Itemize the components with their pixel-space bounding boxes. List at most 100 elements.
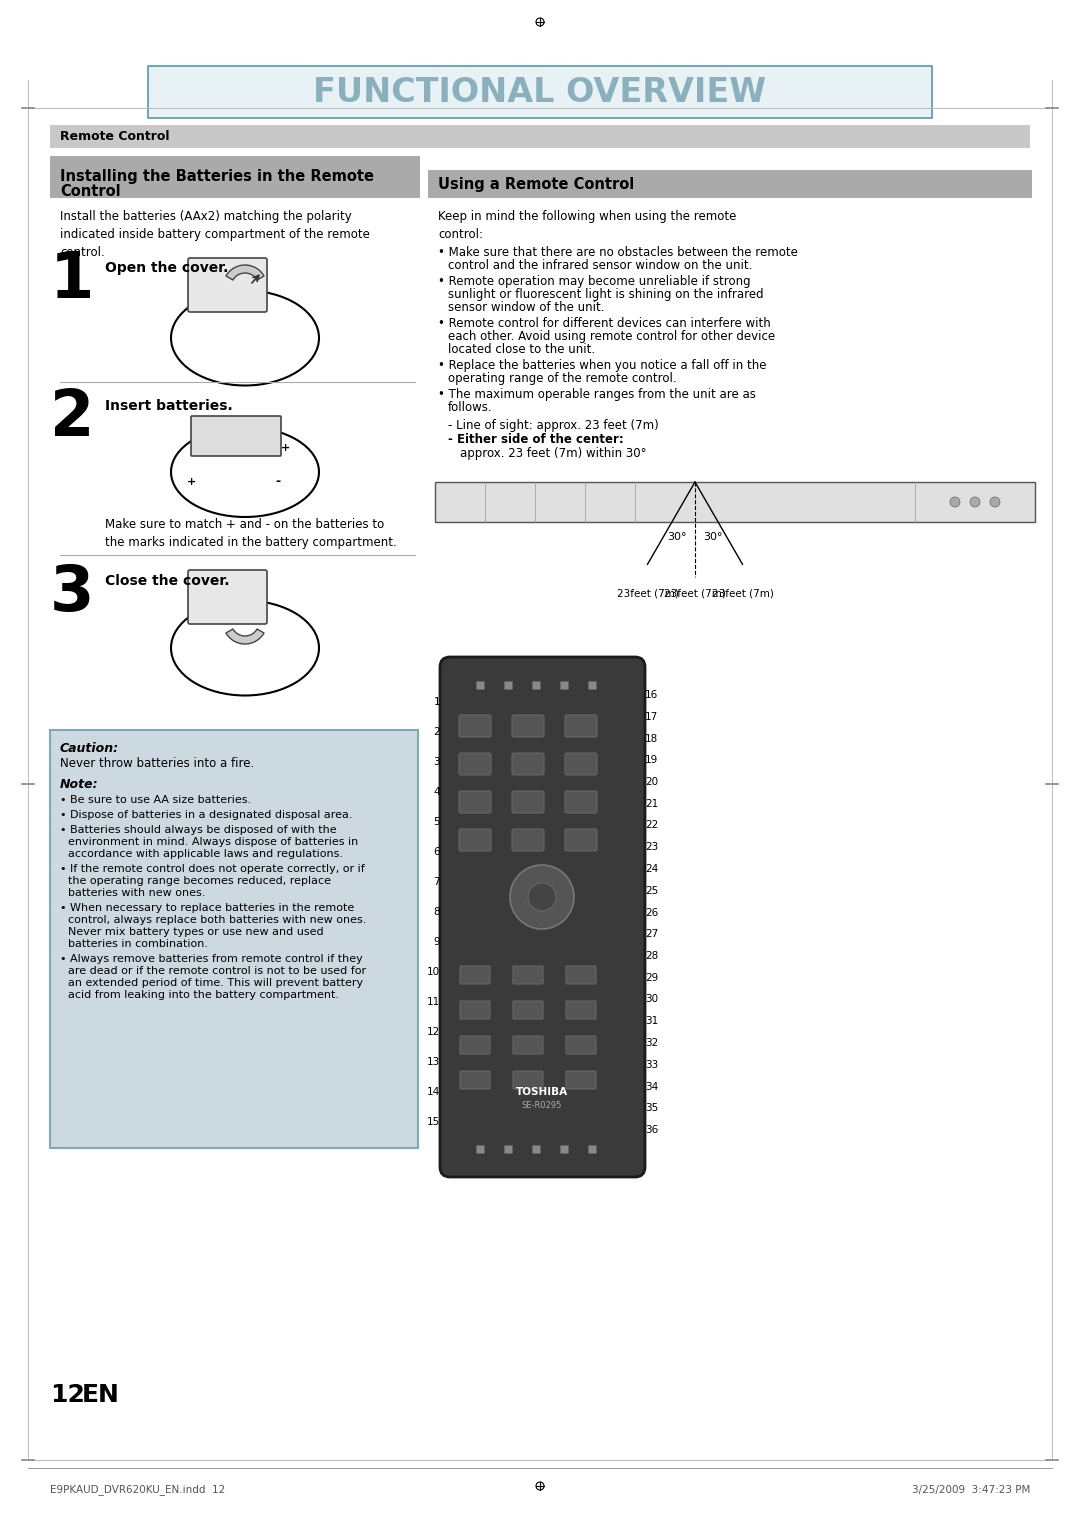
FancyBboxPatch shape [50,125,1030,148]
FancyBboxPatch shape [460,1036,490,1054]
Text: 31: 31 [645,1016,658,1027]
Text: sensor window of the unit.: sensor window of the unit. [448,301,605,313]
Text: are dead or if the remote control is not to be used for: are dead or if the remote control is not… [68,966,366,976]
Circle shape [510,865,573,929]
Text: • Replace the batteries when you notice a fall off in the: • Replace the batteries when you notice … [438,359,767,371]
Text: Insert batteries.: Insert batteries. [105,399,233,413]
Text: • Remote control for different devices can interfere with: • Remote control for different devices c… [438,316,771,330]
FancyBboxPatch shape [561,681,568,689]
Text: Close the cover.: Close the cover. [105,575,229,588]
Text: E9PKAUD_DVR620KU_EN.indd  12: E9PKAUD_DVR620KU_EN.indd 12 [50,1485,226,1496]
Text: 6: 6 [433,847,440,857]
Text: accordance with applicable laws and regulations.: accordance with applicable laws and regu… [68,850,343,859]
Text: 36: 36 [645,1125,658,1135]
FancyBboxPatch shape [460,1071,490,1089]
Text: Control: Control [60,185,121,200]
FancyBboxPatch shape [428,170,1032,199]
Text: 23feet (7m): 23feet (7m) [664,588,726,597]
Text: follows.: follows. [448,400,492,414]
FancyBboxPatch shape [459,715,491,736]
Text: 20: 20 [645,778,658,787]
Text: 9: 9 [433,937,440,947]
FancyBboxPatch shape [532,1144,540,1154]
FancyBboxPatch shape [512,715,544,736]
Text: Make sure to match + and - on the batteries to
the marks indicated in the batter: Make sure to match + and - on the batter… [105,518,396,549]
Text: -: - [275,475,281,489]
Text: 5: 5 [433,817,440,827]
Text: batteries in combination.: batteries in combination. [68,940,208,949]
Text: an extended period of time. This will prevent battery: an extended period of time. This will pr… [68,978,363,989]
FancyBboxPatch shape [460,1001,490,1019]
Text: 3: 3 [50,562,94,623]
FancyBboxPatch shape [566,966,596,984]
Text: each other. Avoid using remote control for other device: each other. Avoid using remote control f… [448,330,775,342]
Text: the operating range becomes reduced, replace: the operating range becomes reduced, rep… [68,876,330,886]
Text: 26: 26 [645,908,658,917]
Text: 16: 16 [645,691,658,700]
Text: - Line of sight: approx. 23 feet (7m): - Line of sight: approx. 23 feet (7m) [448,419,659,432]
Text: 19: 19 [645,755,658,766]
Text: 15: 15 [427,1117,440,1128]
Text: 14: 14 [427,1086,440,1097]
Text: Note:: Note: [60,778,98,792]
FancyBboxPatch shape [513,966,543,984]
Wedge shape [226,264,264,280]
Text: 29: 29 [645,973,658,983]
FancyBboxPatch shape [460,966,490,984]
Text: 23: 23 [645,842,658,853]
Circle shape [990,497,1000,507]
FancyBboxPatch shape [504,681,512,689]
Text: batteries with new ones.: batteries with new ones. [68,888,205,898]
Text: Caution:: Caution: [60,743,119,755]
Text: 24: 24 [645,863,658,874]
Text: • If the remote control does not operate correctly, or if: • If the remote control does not operate… [60,863,365,874]
FancyBboxPatch shape [512,753,544,775]
FancyBboxPatch shape [504,1144,512,1154]
Text: - Either side of the center:: - Either side of the center: [448,432,624,446]
Text: 11: 11 [427,996,440,1007]
Text: 25: 25 [645,886,658,895]
Text: 27: 27 [645,929,658,940]
FancyBboxPatch shape [565,753,597,775]
FancyBboxPatch shape [459,830,491,851]
Text: Open the cover.: Open the cover. [105,261,228,275]
Text: Keep in mind the following when using the remote
control:: Keep in mind the following when using th… [438,209,737,241]
Circle shape [970,497,980,507]
Text: 2: 2 [433,727,440,736]
Text: 3: 3 [433,756,440,767]
FancyBboxPatch shape [188,258,267,312]
Text: operating range of the remote control.: operating range of the remote control. [448,371,677,385]
Text: FUNCTIONAL OVERVIEW: FUNCTIONAL OVERVIEW [313,75,767,108]
Text: 34: 34 [645,1082,658,1091]
FancyBboxPatch shape [440,657,645,1177]
FancyBboxPatch shape [513,1001,543,1019]
FancyBboxPatch shape [50,156,420,199]
Text: 8: 8 [433,908,440,917]
Text: 32: 32 [645,1038,658,1048]
Text: 1: 1 [50,249,94,312]
Text: 7: 7 [433,877,440,886]
Text: • Make sure that there are no obstacles between the remote: • Make sure that there are no obstacles … [438,246,798,260]
Text: 23feet (7m): 23feet (7m) [617,588,678,597]
FancyBboxPatch shape [566,1001,596,1019]
Text: 13: 13 [427,1057,440,1067]
FancyBboxPatch shape [512,830,544,851]
FancyBboxPatch shape [513,1036,543,1054]
Text: Never mix battery types or use new and used: Never mix battery types or use new and u… [68,927,324,937]
Text: 4: 4 [433,787,440,798]
Text: 30°: 30° [703,532,723,542]
Text: 2: 2 [50,387,94,449]
Text: Never throw batteries into a fire.: Never throw batteries into a fire. [60,756,254,770]
FancyBboxPatch shape [565,792,597,813]
FancyBboxPatch shape [513,1071,543,1089]
FancyBboxPatch shape [532,681,540,689]
Text: 18: 18 [645,733,658,744]
Text: 17: 17 [645,712,658,721]
Text: • The maximum operable ranges from the unit are as: • The maximum operable ranges from the u… [438,388,756,400]
FancyBboxPatch shape [459,753,491,775]
Text: • Be sure to use AA size batteries.: • Be sure to use AA size batteries. [60,795,252,805]
FancyBboxPatch shape [566,1036,596,1054]
FancyBboxPatch shape [476,681,484,689]
Text: 21: 21 [645,799,658,808]
Text: EN: EN [82,1383,120,1407]
